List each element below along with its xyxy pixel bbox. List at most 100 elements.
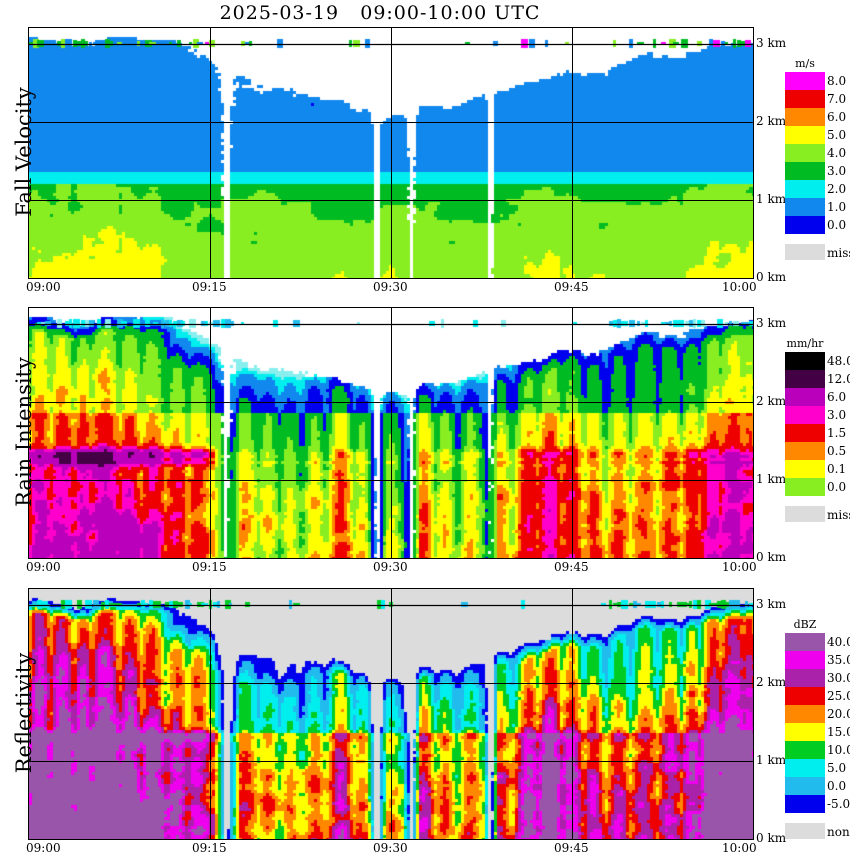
colorbar-swatch xyxy=(785,442,825,460)
colorbar-tick-label: 5.0 xyxy=(827,128,847,142)
colorbar-tick-label: 40.0 xyxy=(827,635,850,649)
colorbar-tick-label: 0.0 xyxy=(827,218,847,232)
altitude-tick-label: 2 km xyxy=(756,674,787,689)
panel-label-wrap-rain-intensity: Rain Intensity xyxy=(0,307,36,557)
time-tick-label: 09:15 xyxy=(192,280,227,294)
colorbar-swatch xyxy=(785,370,825,388)
time-tick-label: 09:00 xyxy=(26,560,61,574)
panel-reflectivity xyxy=(28,588,754,840)
panel-label-wrap-reflectivity: Reflectivity xyxy=(0,588,36,838)
colorbar-tick-label: 7.0 xyxy=(827,92,847,106)
colorbar-swatch xyxy=(785,723,825,741)
colorbar-tick-label: 12.0 xyxy=(827,372,850,386)
time-tick-label: 09:30 xyxy=(373,280,408,294)
colorbar-swatch xyxy=(785,460,825,478)
reflectivity-heatmap xyxy=(29,589,753,839)
colorbar-swatch xyxy=(785,669,825,687)
altitude-tick-label: 3 km xyxy=(756,596,787,611)
colorbar-tick-label: 20.0 xyxy=(827,707,850,721)
altitude-tick-label: 3 km xyxy=(756,35,787,50)
colorbar-swatch xyxy=(785,216,825,234)
time-tick-label: 09:00 xyxy=(26,841,61,855)
page-title: 2025-03-19 09:00-10:00 UTC xyxy=(219,2,541,24)
altitude-tick-label: 2 km xyxy=(756,393,787,408)
altitude-tick-label: 1 km xyxy=(756,191,787,206)
colorbar-missing-label: miss xyxy=(827,246,850,260)
colorbar-swatch xyxy=(785,108,825,126)
time-tick-label: 10:00 xyxy=(722,280,757,294)
altitude-tick-label: 1 km xyxy=(756,752,787,767)
colorbar-missing-swatch xyxy=(785,823,825,839)
time-tick-label: 09:30 xyxy=(373,841,408,855)
colorbar-unit-label: dBZ xyxy=(793,618,817,631)
altitude-tick-label: 2 km xyxy=(756,113,787,128)
colorbar-tick-label: 4.0 xyxy=(827,146,847,160)
time-tick-label: 09:15 xyxy=(192,560,227,574)
colorbar-swatch xyxy=(785,633,825,651)
colorbar-tick-label: 8.0 xyxy=(827,74,847,88)
colorbar-tick-label: 0.0 xyxy=(827,480,847,494)
time-tick-label: 09:45 xyxy=(554,560,589,574)
time-tick-label: 09:15 xyxy=(192,841,227,855)
colorbar-swatches xyxy=(785,352,825,496)
colorbar-missing-label: miss xyxy=(827,508,850,522)
colorbar-swatch xyxy=(785,741,825,759)
colorbar-missing-label: none xyxy=(827,825,850,839)
rain-intensity-heatmap xyxy=(29,308,753,558)
colorbar-unit-label: m/s xyxy=(795,57,815,70)
colorbar-missing-swatch xyxy=(785,244,825,260)
axis-title-fall-velocity: Fall Velocity xyxy=(12,87,36,217)
colorbar-swatch xyxy=(785,777,825,795)
colorbar-tick-label: 1.5 xyxy=(827,426,847,440)
colorbar-tick-label: 0.0 xyxy=(827,779,847,793)
altitude-tick-label: 0 km xyxy=(756,550,787,564)
axis-title-rain-intensity: Rain Intensity xyxy=(12,357,36,507)
colorbar-swatch xyxy=(785,424,825,442)
colorbar-tick-label: 6.0 xyxy=(827,110,847,124)
colorbar-tick-label: 15.0 xyxy=(827,725,850,739)
colorbar-swatches xyxy=(785,72,825,234)
time-tick-label: 09:45 xyxy=(554,280,589,294)
panel-label-wrap-fall-velocity: Fall Velocity xyxy=(0,27,36,277)
fall-velocity-heatmap xyxy=(29,28,753,278)
colorbar-tick-label: 5.0 xyxy=(827,761,847,775)
colorbar-missing-swatch xyxy=(785,506,825,522)
colorbar-swatch xyxy=(785,162,825,180)
altitude-tick-label: 3 km xyxy=(756,315,787,330)
colorbar-swatch xyxy=(785,72,825,90)
colorbar-swatch xyxy=(785,795,825,813)
colorbar-tick-label: 6.0 xyxy=(827,390,847,404)
colorbar-swatches xyxy=(785,633,825,813)
colorbar-tick-label: -5.0 xyxy=(827,797,850,811)
panel-fall-velocity xyxy=(28,27,754,279)
colorbar-swatch xyxy=(785,406,825,424)
colorbar-swatch xyxy=(785,180,825,198)
colorbar-tick-label: 3.0 xyxy=(827,408,847,422)
colorbar-swatch xyxy=(785,90,825,108)
colorbar-tick-label: 1.0 xyxy=(827,200,847,214)
colorbar-tick-label: 3.0 xyxy=(827,164,847,178)
colorbar-swatch xyxy=(785,126,825,144)
colorbar-tick-label: 10.0 xyxy=(827,743,850,757)
colorbar-swatch xyxy=(785,705,825,723)
altitude-tick-label: 1 km xyxy=(756,471,787,486)
colorbar-tick-label: 48.0 xyxy=(827,354,850,368)
colorbar-swatch xyxy=(785,388,825,406)
panel-rain-intensity xyxy=(28,307,754,559)
altitude-tick-label: 0 km xyxy=(756,831,787,845)
colorbar-tick-label: 30.0 xyxy=(827,671,850,685)
colorbar-swatch xyxy=(785,352,825,370)
time-tick-label: 10:00 xyxy=(722,560,757,574)
time-tick-label: 09:45 xyxy=(554,841,589,855)
time-tick-label: 09:30 xyxy=(373,560,408,574)
colorbar-swatch xyxy=(785,687,825,705)
colorbar-tick-label: 0.1 xyxy=(827,462,847,476)
colorbar-unit-label: mm/hr xyxy=(786,337,824,350)
time-tick-label: 09:00 xyxy=(26,280,61,294)
colorbar-swatch xyxy=(785,478,825,496)
time-tick-label: 10:00 xyxy=(722,841,757,855)
colorbar-tick-label: 25.0 xyxy=(827,689,850,703)
axis-title-reflectivity: Reflectivity xyxy=(12,652,36,774)
colorbar-tick-label: 35.0 xyxy=(827,653,850,667)
colorbar-tick-label: 2.0 xyxy=(827,182,847,196)
